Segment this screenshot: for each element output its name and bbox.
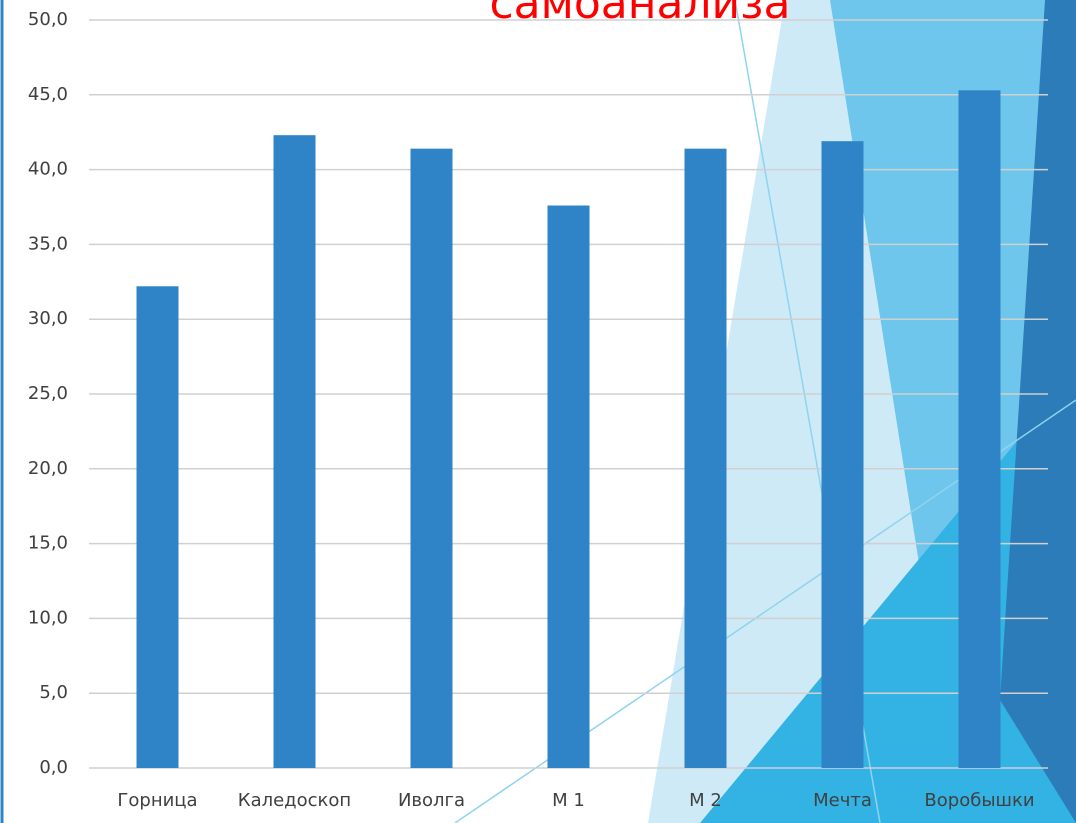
y-tick-label: 40,0 <box>28 159 68 180</box>
x-tick-label: Горница <box>117 790 197 811</box>
y-tick-label: 10,0 <box>28 607 68 628</box>
chart-title: самоанализа <box>489 0 790 29</box>
y-tick-label: 5,0 <box>39 682 68 703</box>
y-tick-label: 0,0 <box>39 757 68 778</box>
x-tick-label: Каледоскоп <box>238 790 351 811</box>
bar <box>136 286 179 768</box>
x-tick-label: М 1 <box>552 790 585 811</box>
y-tick-label: 30,0 <box>28 308 68 329</box>
x-tick-label: М 2 <box>689 790 722 811</box>
y-tick-label: 45,0 <box>28 84 68 105</box>
bar <box>547 205 590 768</box>
bar <box>410 148 453 768</box>
bar <box>958 90 1001 768</box>
y-tick-label: 15,0 <box>28 533 68 554</box>
y-tick-label: 35,0 <box>28 233 68 254</box>
x-tick-label: Мечта <box>813 790 872 811</box>
decor <box>1000 0 1076 823</box>
y-tick-label: 50,0 <box>28 9 68 30</box>
y-tick-label: 25,0 <box>28 383 68 404</box>
x-tick-label: Воробышки <box>924 790 1034 811</box>
bar <box>273 135 316 768</box>
bar <box>684 148 727 768</box>
y-tick-label: 20,0 <box>28 458 68 479</box>
x-tick-label: Иволга <box>398 790 465 811</box>
bar <box>821 141 864 768</box>
